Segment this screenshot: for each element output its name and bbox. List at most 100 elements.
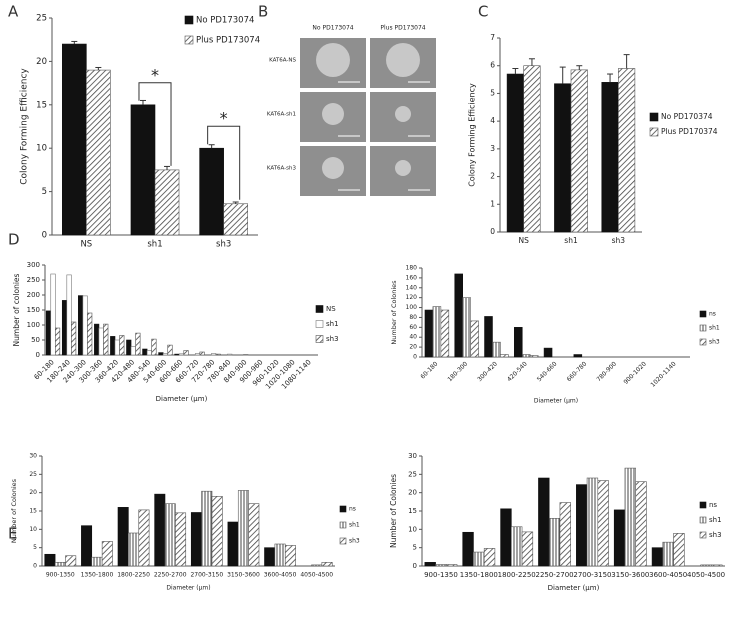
bar [175,512,187,567]
bar [45,310,52,356]
bar [446,564,458,567]
y-tick-label: 5 [42,187,47,197]
bar [559,502,571,567]
bar [119,335,125,356]
legend-label: NS [326,305,336,313]
panel-label: B [258,3,268,21]
y-tick-label: 15 [36,100,47,110]
x-tick-label: 900-1020 [622,360,648,386]
bar [500,354,509,358]
x-tick-label: 300-420 [476,360,499,383]
error-bar [607,73,614,83]
y-tick-label: 2 [490,172,495,181]
bar [167,344,173,356]
legend-label: sh3 [709,339,720,346]
error-bar [164,165,171,170]
bar [651,547,664,567]
bar [94,323,100,356]
legend-swatch [315,320,324,328]
y-tick-label: 0 [413,562,417,570]
x-tick-label: 2700-3150 [573,571,611,579]
bar [521,531,534,567]
bar [454,273,463,358]
panel-label: E [8,525,17,543]
bar [61,300,68,356]
bar [151,338,157,356]
y-tick-label: 180 [406,265,418,272]
y-tick-label: 15 [408,507,417,515]
bar [91,556,103,567]
legend-label: sh1 [349,522,360,529]
y-tick-label: 25 [408,470,417,478]
x-tick-label: 780-900 [595,360,618,383]
y-tick-label: 25 [29,471,37,478]
bar [573,354,583,358]
bar [117,507,129,567]
legend-label: ns [709,311,716,318]
bar [201,490,213,567]
bar [570,69,588,233]
error-bar [576,65,583,70]
bar [521,354,531,358]
bar [311,564,323,567]
bar [237,490,249,567]
x-tick-label: sh1 [564,236,578,245]
bar [71,321,77,356]
bar [613,509,626,567]
legend-swatch [339,505,347,513]
bar [554,83,572,233]
column-label: Plus PD173074 [380,25,425,32]
bar [511,526,523,567]
y-tick-label: 5 [33,544,37,551]
bar [483,548,496,567]
bar [82,295,88,356]
bar [86,69,111,236]
x-tick-label: 1350-1800 [460,571,498,579]
y-tick-label: 160 [406,274,418,281]
colony [386,43,420,77]
bar [211,496,223,567]
y-tick-label: 4 [490,116,495,125]
y-tick-label: 250 [27,276,40,284]
y-tick-label: 15 [29,508,37,515]
legend-label: No PD170374 [661,112,713,121]
image-panel: B [258,3,268,21]
panel-label: D [8,231,20,249]
x-axis-label: Diameter (μm) [534,398,578,405]
bar [162,353,169,356]
x-tick-label: 2250-2700 [535,571,573,579]
x-tick-label: 3600-4050 [264,572,297,579]
y-tick-label: 0 [42,231,47,241]
legend-swatch [315,335,324,343]
bar [101,541,113,567]
colony [322,157,344,179]
legend-swatch [699,501,707,509]
bar [523,65,541,233]
bar [130,346,136,356]
annotation: * [220,109,228,128]
y-axis-label: Colony Forming Efficiency [20,68,30,185]
bar [274,543,286,567]
legend-label: sh3 [349,538,360,545]
bar [470,320,479,358]
x-tick-label: 660-780 [566,360,589,383]
colony [395,160,411,176]
y-tick-label: 5 [413,544,417,552]
legend-swatch [699,338,707,346]
error-bar [95,66,102,71]
y-tick-label: 80 [409,314,417,321]
bar [44,553,56,567]
column-label: No PD173074 [312,25,353,32]
y-tick-label: 0 [413,354,417,361]
bar [146,350,152,356]
bar [321,562,333,567]
error-bar [559,66,566,84]
x-tick-label: 3150-3600 [227,572,260,579]
panel-label: C [478,3,488,21]
legend-label: ns [709,501,717,509]
x-tick-label: 180-300 [446,360,469,383]
bar [576,484,588,567]
bar [194,353,201,356]
legend-swatch [699,324,707,332]
bar [700,564,712,567]
